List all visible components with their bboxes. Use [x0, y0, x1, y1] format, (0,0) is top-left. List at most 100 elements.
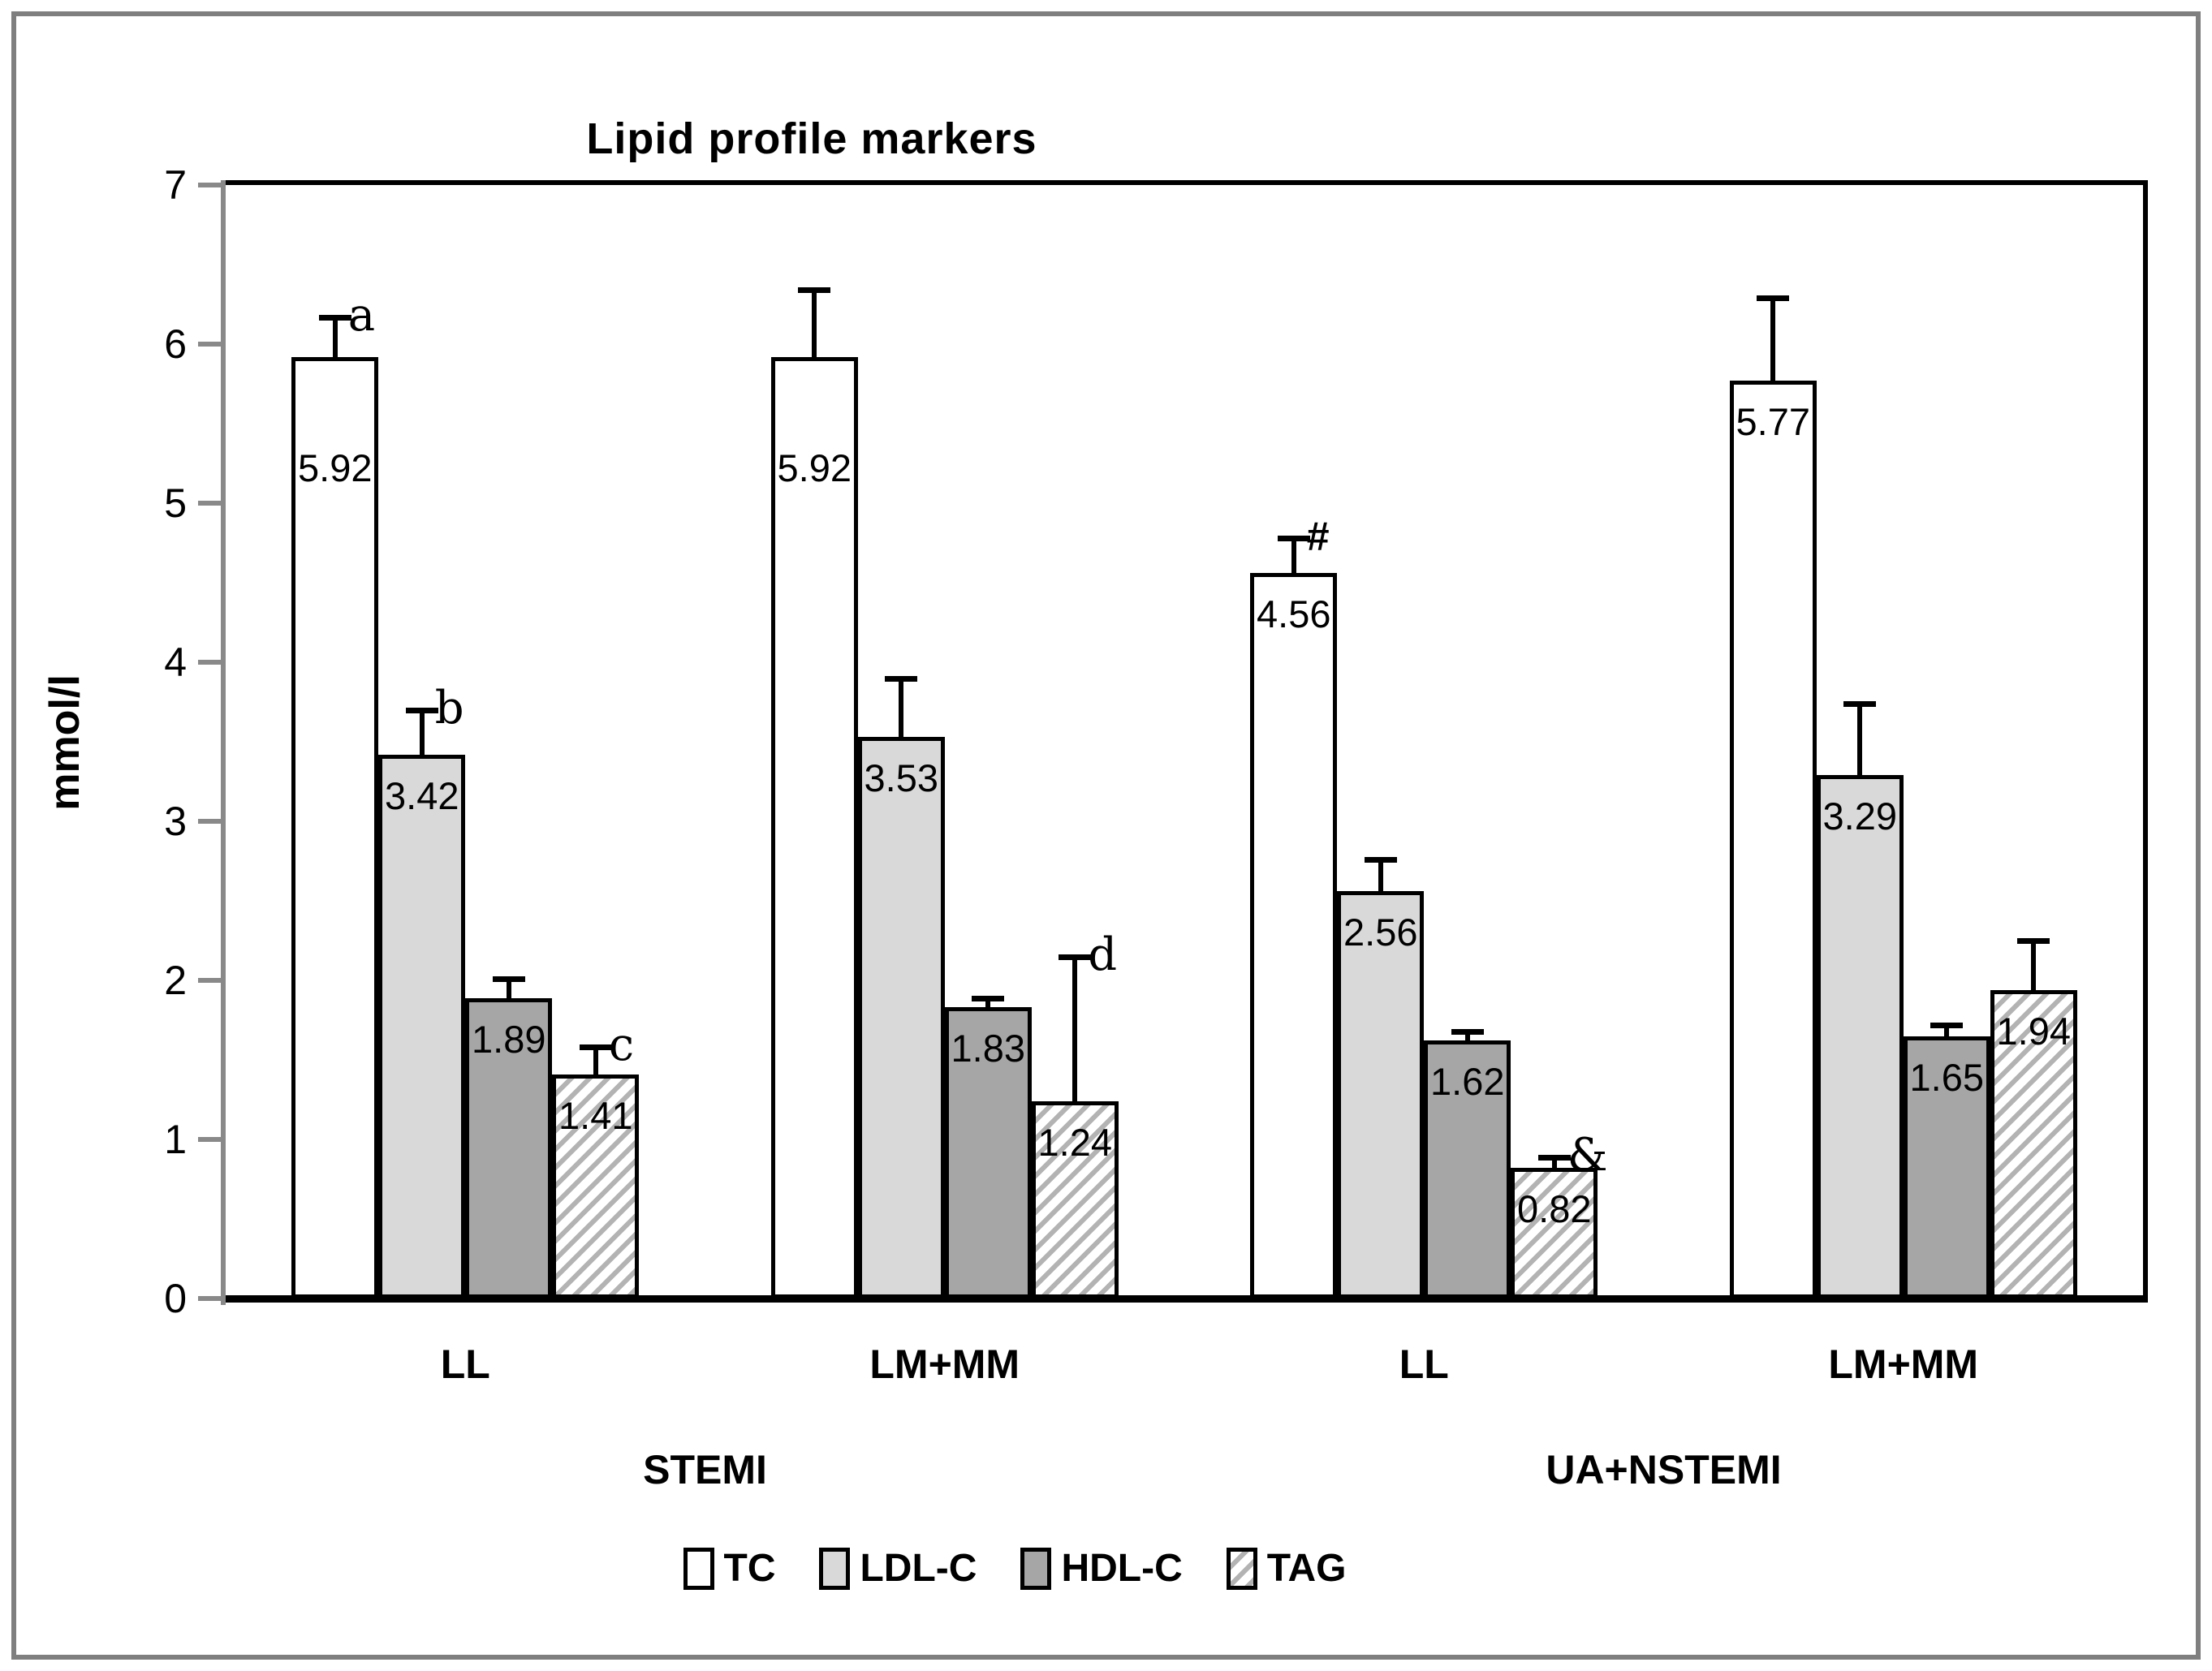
bar-tc-lm+mm — [770, 356, 858, 1298]
bar-ldl-c-ll — [1337, 891, 1425, 1298]
bar-value-label: 0.82 — [1517, 1187, 1592, 1231]
legend-label: TAG — [1266, 1547, 1347, 1590]
error-bar-cap — [1277, 536, 1310, 542]
significance-annotation: b — [434, 681, 464, 734]
legend-label: TC — [723, 1547, 776, 1590]
bar-tag-ll — [552, 1074, 640, 1298]
tc-swatch-icon — [683, 1547, 714, 1590]
legend-label: HDL-C — [1061, 1547, 1183, 1590]
error-bar-cap — [318, 314, 351, 321]
hdl-c-swatch-icon — [1020, 1547, 1052, 1590]
bar-tag-ll — [1511, 1168, 1598, 1298]
plot-border-right — [2143, 180, 2148, 1298]
error-bar-cap — [492, 976, 525, 983]
y-axis-title: mmol/l — [41, 674, 88, 811]
bar-value-label: 3.42 — [385, 773, 459, 817]
error-bar-cap — [1451, 1028, 1484, 1035]
x-section-label: UA+NSTEMI — [1546, 1447, 1782, 1492]
bar-ldl-c-lm+mm — [857, 737, 945, 1298]
error-bar-cap — [1757, 295, 1790, 302]
error-bar-line — [1291, 538, 1296, 575]
y-tick-mark — [198, 660, 221, 665]
error-bar-line — [1770, 298, 1776, 383]
bar-value-label: 1.65 — [1909, 1055, 1984, 1099]
legend-item-tag: TAG — [1226, 1546, 1347, 1591]
error-bar-line — [985, 997, 991, 1010]
x-category-label: LL — [1399, 1342, 1449, 1387]
bar-value-label: 1.41 — [558, 1093, 633, 1137]
bar-ldl-c-ll — [378, 754, 466, 1298]
error-bar-line — [1551, 1156, 1557, 1170]
legend-item-tc: TC — [683, 1546, 776, 1591]
bar-value-label: 5.92 — [298, 446, 373, 489]
y-tick-label: 3 — [164, 799, 187, 844]
bar-value-label: 3.53 — [864, 756, 938, 800]
bar-value-label: 1.24 — [1037, 1120, 1112, 1164]
y-tick-label: 2 — [164, 958, 187, 1003]
error-bar-cap — [885, 675, 918, 682]
bar-tag-lm+mm — [1031, 1100, 1119, 1298]
error-bar-line — [332, 317, 338, 359]
bar-value-label: 1.62 — [1430, 1060, 1505, 1104]
y-tick-label: 0 — [164, 1276, 187, 1321]
y-tick-label: 5 — [164, 480, 187, 526]
error-bar-line — [1857, 703, 1863, 777]
error-bar-cap — [1930, 1022, 1964, 1028]
error-bar-line — [593, 1047, 598, 1076]
bar-value-label: 4.56 — [1257, 592, 1331, 636]
error-bar-cap — [798, 287, 831, 294]
error-bar-line — [1944, 1024, 1950, 1038]
y-tick-mark — [198, 819, 221, 824]
bar-hdl-c-lm+mm — [1903, 1036, 1990, 1298]
error-bar-cap — [1059, 954, 1092, 960]
bar-hdl-c-lm+mm — [944, 1007, 1032, 1298]
error-bar-line — [812, 290, 817, 359]
tag-swatch-icon — [1226, 1547, 1257, 1590]
bar-value-label: 3.29 — [1822, 795, 1897, 838]
plot-border-top — [226, 180, 2148, 185]
bar-tc-ll — [1250, 573, 1338, 1298]
significance-annotation: d — [1088, 928, 1118, 981]
error-bar-cap — [2017, 938, 2050, 944]
error-bar-line — [1464, 1031, 1470, 1043]
ldl-c-swatch-icon — [819, 1547, 851, 1590]
y-axis-line — [221, 180, 226, 1305]
significance-annotation: & — [1567, 1128, 1608, 1182]
error-bar-line — [506, 979, 511, 1000]
bar-ldl-c-lm+mm — [1816, 775, 1904, 1298]
bar-value-label: 1.83 — [951, 1027, 1025, 1070]
bar-hdl-c-ll — [1424, 1040, 1511, 1298]
y-tick-mark — [198, 1296, 221, 1301]
bar-tc-lm+mm — [1729, 381, 1817, 1298]
significance-annotation: a — [347, 288, 376, 342]
bar-tag-lm+mm — [1990, 989, 2077, 1298]
y-tick-mark — [198, 501, 221, 506]
error-bar-line — [1072, 956, 1078, 1103]
legend: TC LDL-C HDL-C TAG — [0, 1546, 2029, 1591]
y-tick-label: 4 — [164, 640, 187, 685]
bar-value-label: 5.77 — [1736, 400, 1810, 444]
bar-value-label: 1.89 — [472, 1017, 546, 1061]
legend-item-hdl-c: HDL-C — [1020, 1546, 1183, 1591]
y-tick-mark — [198, 978, 221, 983]
y-tick-mark — [198, 1137, 221, 1142]
error-bar-cap — [972, 995, 1005, 1001]
y-tick-label: 1 — [164, 1117, 187, 1162]
x-category-label: LL — [440, 1342, 490, 1387]
x-category-label: LM+MM — [1828, 1342, 1979, 1387]
y-tick-mark — [198, 183, 221, 187]
error-bar-line — [1378, 859, 1383, 894]
error-bar-cap — [579, 1044, 612, 1051]
error-bar-line — [899, 678, 904, 739]
y-tick-mark — [198, 342, 221, 347]
chart-title: Lipid profile markers — [586, 114, 1037, 163]
y-tick-label: 7 — [164, 162, 187, 208]
x-section-label: STEMI — [643, 1447, 767, 1492]
plot-area: 5.92 a 5.92 4.56 #5.77 3.42 b 3.53 2.56 3.29 1.89 1… — [226, 185, 2143, 1298]
error-bar-cap — [405, 707, 438, 713]
error-bar-line — [2031, 941, 2037, 992]
bar-value-label: 1.94 — [1996, 1009, 2071, 1053]
bar-value-label: 5.92 — [777, 446, 852, 489]
significance-annotation: c — [608, 1019, 635, 1072]
